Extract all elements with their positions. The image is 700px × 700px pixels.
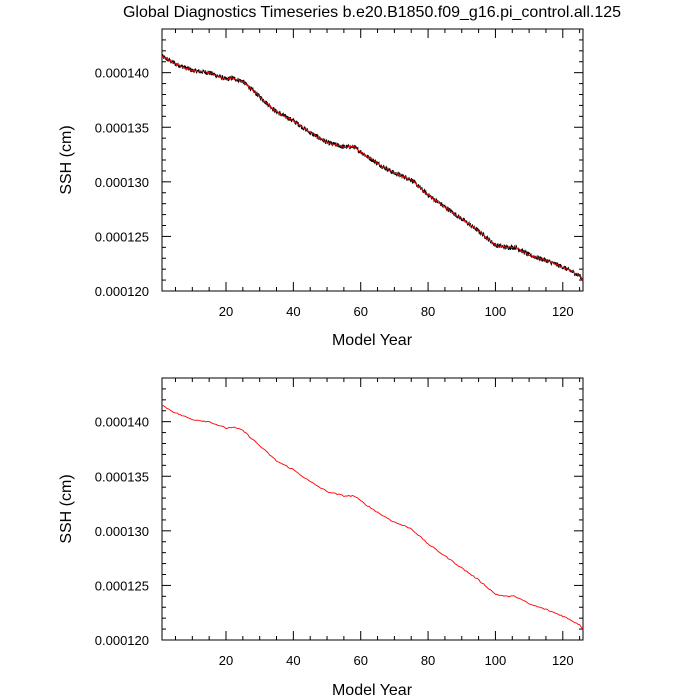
bottom-y-axis: 0.000120 0.000125 0.000130 0.000135 0.000140 <box>95 388 583 648</box>
y-tick-label: 0.000120 <box>95 633 149 648</box>
x-tick-label: 60 <box>353 304 367 319</box>
x-tick-label: 120 <box>552 304 574 319</box>
series-line-monthly <box>161 54 584 282</box>
x-tick-label: 100 <box>485 653 507 668</box>
y-tick-label: 0.000140 <box>95 415 149 430</box>
x-tick-label: 80 <box>421 653 435 668</box>
x-tick-label: 100 <box>485 304 507 319</box>
x-tick-label: 40 <box>286 653 300 668</box>
x-tick-label: 20 <box>219 653 233 668</box>
x-tick-label: 20 <box>219 304 233 319</box>
top-y-axis: 0.000120 0.000125 0.000130 0.000135 0.000140 <box>95 39 583 299</box>
y-tick-label: 0.000125 <box>95 578 149 593</box>
y-tick-label: 0.000135 <box>95 120 149 135</box>
top-x-axis: 20 40 60 80 100 120 <box>174 29 581 319</box>
y-tick-label: 0.000125 <box>95 229 149 244</box>
x-tick-label: 80 <box>421 304 435 319</box>
chart-title: Global Diagnostics Timeseries b.e20.B185… <box>123 4 621 21</box>
series-line-annual <box>161 404 584 630</box>
bottom-y-axis-label: SSH (cm) <box>58 474 75 543</box>
x-tick-label: 40 <box>286 304 300 319</box>
bottom-series-group <box>161 404 584 630</box>
top-series-group <box>161 54 584 282</box>
bottom-panel: 20 40 60 80 100 120 0.0001200.0001250.0001300… <box>58 377 584 699</box>
top-panel: 20 40 60 80 100 120 0.0001200.0001250.0001300… <box>58 28 584 349</box>
top-y-axis-label: SSH (cm) <box>58 125 75 194</box>
bottom-x-axis-label: Model Year <box>332 682 413 699</box>
y-tick-label: 0.000130 <box>95 524 149 539</box>
top-x-axis-label: Model Year <box>332 332 413 349</box>
y-tick-label: 0.000120 <box>95 284 149 299</box>
bottom-x-axis: 20 40 60 80 100 120 <box>174 378 581 668</box>
y-tick-label: 0.000140 <box>95 66 149 81</box>
y-tick-label: 0.000135 <box>95 469 149 484</box>
x-tick-label: 60 <box>353 653 367 668</box>
y-tick-label: 0.000130 <box>95 175 149 190</box>
series-line-annual <box>161 55 584 281</box>
x-tick-label: 120 <box>552 653 574 668</box>
